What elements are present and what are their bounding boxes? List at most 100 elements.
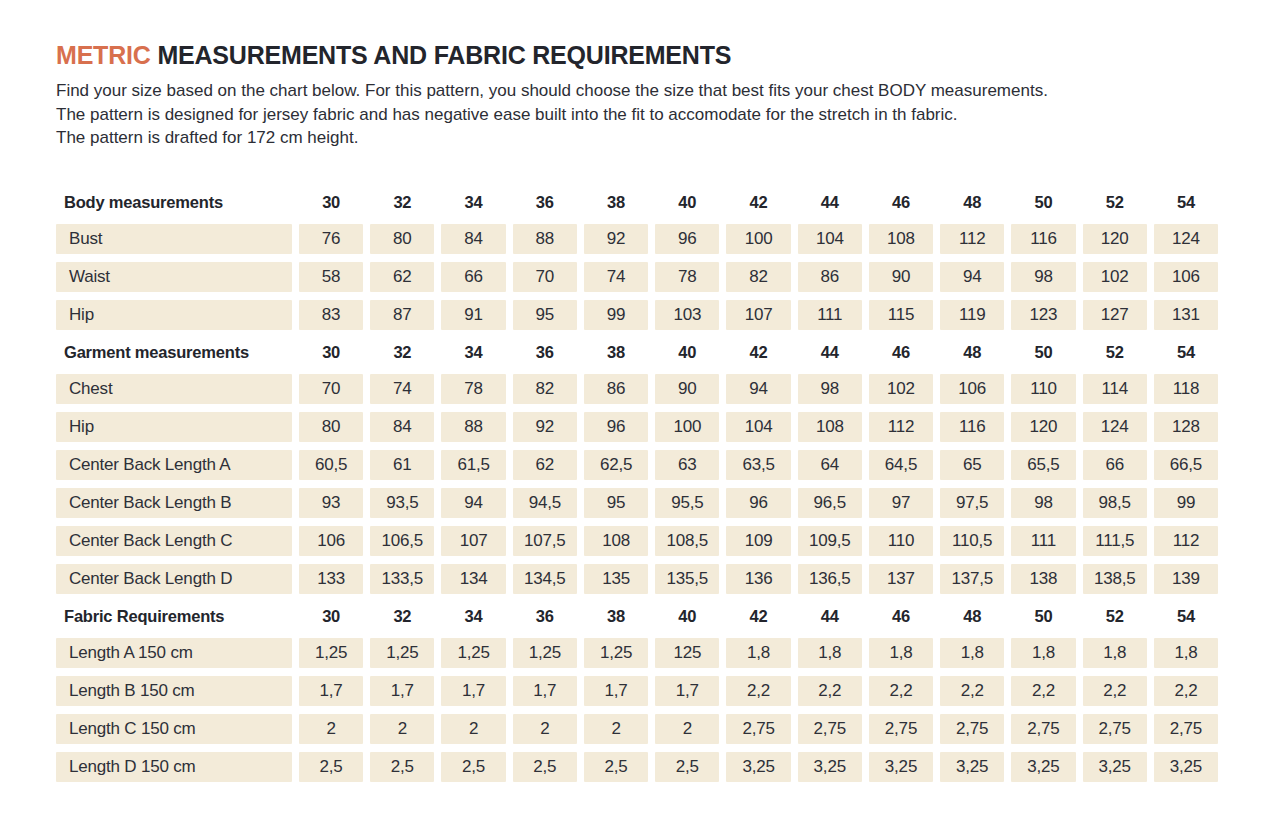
size-header-cell: 46	[869, 338, 933, 368]
size-header-cell: 32	[370, 338, 434, 368]
value-cell: 76	[299, 224, 363, 254]
value-cell: 127	[1083, 300, 1147, 330]
value-cell: 62	[370, 262, 434, 292]
value-cell: 62	[513, 450, 577, 480]
measurement-row: Center Back Length B9393,59494,59595,596…	[56, 488, 1218, 518]
value-cell: 2,75	[869, 714, 933, 744]
value-cell: 138	[1011, 564, 1075, 594]
size-header-cell: 30	[299, 188, 363, 218]
value-cell: 107,5	[513, 526, 577, 556]
size-header-cell: 38	[584, 602, 648, 632]
value-cell: 3,25	[1154, 752, 1218, 782]
value-cell: 93	[299, 488, 363, 518]
value-cell: 2,75	[1011, 714, 1075, 744]
value-cell: 109,5	[798, 526, 862, 556]
measurement-row: Chest7074788286909498102106110114118	[56, 374, 1218, 404]
value-cell: 74	[370, 374, 434, 404]
pattern-size-sheet: METRIC MEASUREMENTS AND FABRIC REQUIREME…	[0, 0, 1269, 836]
row-label: Length A 150 cm	[56, 638, 292, 668]
size-header-cell: 38	[584, 188, 648, 218]
value-cell: 103	[655, 300, 719, 330]
value-cell: 80	[370, 224, 434, 254]
size-header-cell: 50	[1011, 188, 1075, 218]
value-cell: 95,5	[655, 488, 719, 518]
intro-line-1: Find your size based on the chart below.…	[56, 81, 1048, 100]
measurement-row: Hip8084889296100104108112116120124128	[56, 412, 1218, 442]
size-header-cell: 32	[370, 188, 434, 218]
size-header-cell: 42	[726, 338, 790, 368]
value-cell: 62,5	[584, 450, 648, 480]
value-cell: 88	[513, 224, 577, 254]
value-cell: 65,5	[1011, 450, 1075, 480]
value-cell: 86	[584, 374, 648, 404]
value-cell: 97,5	[940, 488, 1004, 518]
size-header-cell: 44	[798, 602, 862, 632]
size-header-cell: 54	[1154, 338, 1218, 368]
row-label: Center Back Length A	[56, 450, 292, 480]
size-header-cell: 34	[441, 338, 505, 368]
measurement-row: Center Back Length C106106,5107107,51081…	[56, 526, 1218, 556]
value-cell: 58	[299, 262, 363, 292]
value-cell: 135	[584, 564, 648, 594]
value-cell: 128	[1154, 412, 1218, 442]
value-cell: 2,5	[513, 752, 577, 782]
value-cell: 2,75	[940, 714, 1004, 744]
size-header-cell: 44	[798, 338, 862, 368]
measurement-row: Length B 150 cm1,71,71,71,71,71,72,22,22…	[56, 676, 1218, 706]
value-cell: 3,25	[726, 752, 790, 782]
value-cell: 74	[584, 262, 648, 292]
value-cell: 98	[1011, 262, 1075, 292]
value-cell: 66	[441, 262, 505, 292]
value-cell: 61,5	[441, 450, 505, 480]
row-label: Length C 150 cm	[56, 714, 292, 744]
value-cell: 3,25	[1011, 752, 1075, 782]
value-cell: 106	[299, 526, 363, 556]
value-cell: 86	[798, 262, 862, 292]
size-header-cell: 54	[1154, 188, 1218, 218]
value-cell: 2,2	[869, 676, 933, 706]
size-header-cell: 30	[299, 338, 363, 368]
value-cell: 107	[726, 300, 790, 330]
value-cell: 70	[299, 374, 363, 404]
value-cell: 1,8	[1083, 638, 1147, 668]
value-cell: 133	[299, 564, 363, 594]
value-cell: 1,8	[1011, 638, 1075, 668]
value-cell: 78	[655, 262, 719, 292]
value-cell: 1,7	[655, 676, 719, 706]
value-cell: 90	[869, 262, 933, 292]
value-cell: 115	[869, 300, 933, 330]
value-cell: 1,8	[798, 638, 862, 668]
row-label: Length B 150 cm	[56, 676, 292, 706]
value-cell: 3,25	[798, 752, 862, 782]
value-cell: 92	[513, 412, 577, 442]
value-cell: 109	[726, 526, 790, 556]
value-cell: 134	[441, 564, 505, 594]
value-cell: 82	[513, 374, 577, 404]
value-cell: 95	[584, 488, 648, 518]
measurement-row: Bust768084889296100104108112116120124	[56, 224, 1218, 254]
value-cell: 135,5	[655, 564, 719, 594]
size-header-cell: 42	[726, 188, 790, 218]
value-cell: 112	[869, 412, 933, 442]
value-cell: 104	[798, 224, 862, 254]
value-cell: 1,25	[513, 638, 577, 668]
size-header-cell: 36	[513, 338, 577, 368]
value-cell: 110,5	[940, 526, 1004, 556]
value-cell: 2,2	[1083, 676, 1147, 706]
measurement-row: Length D 150 cm2,52,52,52,52,52,53,253,2…	[56, 752, 1218, 782]
value-cell: 1,8	[940, 638, 1004, 668]
size-header-cell: 48	[940, 188, 1004, 218]
intro-line-3: The pattern is drafted for 172 cm height…	[56, 128, 358, 147]
size-header-cell: 32	[370, 602, 434, 632]
row-label: Length D 150 cm	[56, 752, 292, 782]
value-cell: 106	[940, 374, 1004, 404]
value-cell: 87	[370, 300, 434, 330]
size-header-cell: 46	[869, 188, 933, 218]
value-cell: 94	[940, 262, 1004, 292]
value-cell: 96,5	[798, 488, 862, 518]
value-cell: 98	[1011, 488, 1075, 518]
value-cell: 2,5	[584, 752, 648, 782]
value-cell: 120	[1011, 412, 1075, 442]
value-cell: 98,5	[1083, 488, 1147, 518]
value-cell: 2	[655, 714, 719, 744]
